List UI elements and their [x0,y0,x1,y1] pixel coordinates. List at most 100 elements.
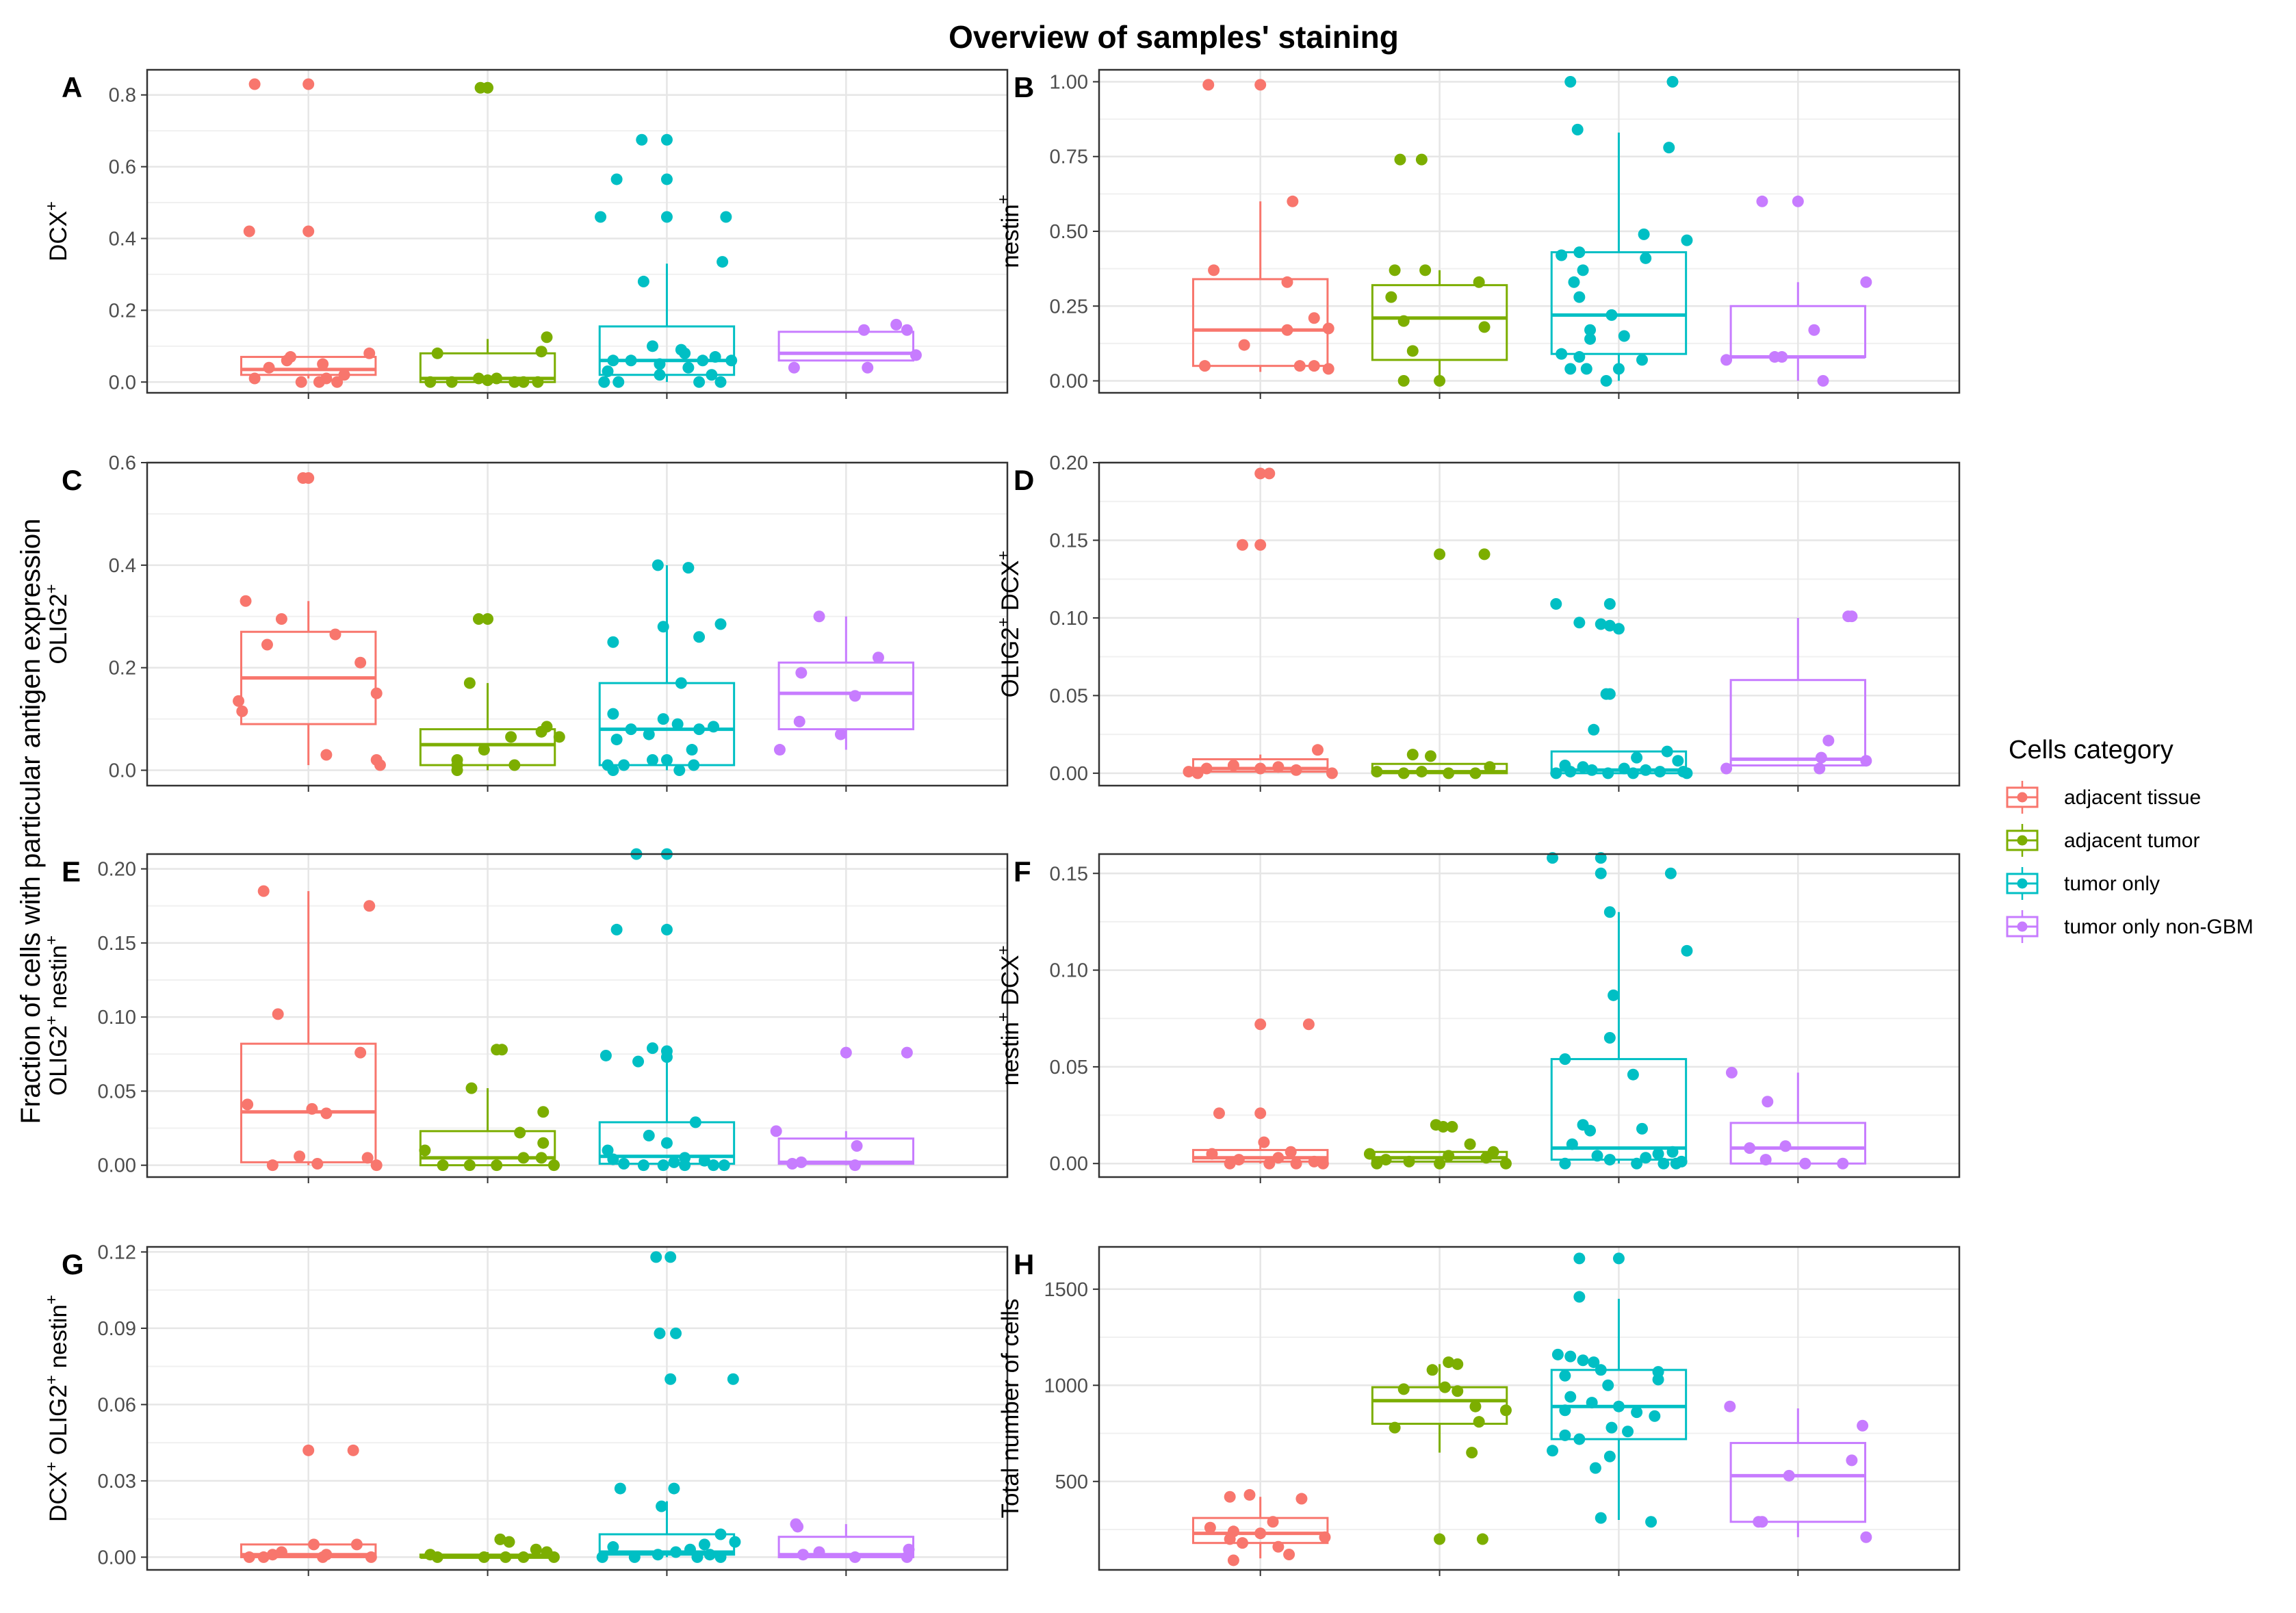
data-point [1577,1354,1589,1367]
data-point [607,1153,619,1165]
data-point [1478,321,1491,333]
box-iqr [598,325,736,376]
data-point [1822,734,1835,747]
data-point [1206,1148,1218,1160]
boxplot-tumor-only [1550,598,1693,779]
panel-border [1098,461,1961,787]
data-point [1591,1150,1603,1162]
data-point [1308,360,1320,372]
box-iqr [1550,750,1688,775]
data-point [363,347,376,359]
panel-letter: D [1014,464,1034,496]
boxplot-adjacent-tissue [233,472,386,771]
boxplot-tumor-only-non-gbm [770,1046,915,1172]
data-point [243,1551,255,1563]
data-point [1602,767,1614,779]
data-point [1603,598,1616,610]
data-point [1213,1107,1225,1120]
data-point [637,275,649,287]
legend-key-point [2017,921,2028,932]
panel-background [1099,463,1959,786]
data-point [1254,1107,1267,1120]
y-tick-label: 0.00 [1050,371,1088,393]
data-point [668,1482,680,1495]
data-point [1204,1521,1216,1534]
data-point [1371,1157,1383,1170]
y-tick-label: 0.05 [1050,685,1088,707]
data-point [625,723,637,736]
boxplot-adjacent-tissue [240,78,377,388]
data-point [1227,760,1239,771]
data-point [1725,1066,1738,1079]
data-point [320,749,333,761]
data-point [1559,1157,1571,1170]
data-point [1779,1140,1792,1152]
data-point [795,667,808,679]
panel-letter: F [1014,855,1031,888]
data-point [535,346,547,358]
data-point [1573,351,1586,363]
data-point [505,731,517,743]
data-point [1283,1549,1295,1561]
data-point [1756,1516,1768,1528]
data-point [1627,1068,1639,1081]
data-point [306,1102,318,1115]
data-point [302,1444,315,1456]
data-point [660,754,673,766]
data-point [1272,761,1285,773]
data-point [248,78,261,90]
y-tick-label: 0.10 [98,1007,136,1029]
y-axis-label: OLIG2+​ DCX+​ [994,551,1024,698]
data-point [1227,1554,1239,1566]
data-point [1808,324,1820,336]
data-point [636,133,648,146]
data-point [725,354,738,367]
data-point [1720,762,1733,775]
data-point [729,1536,741,1548]
data-point [1556,249,1568,261]
data-point [1254,762,1267,775]
data-point [1281,324,1293,336]
boxplot-adjacent-tumor [419,81,556,388]
data-point [1595,852,1607,864]
box-iqr [777,331,915,362]
data-point [1224,1533,1236,1545]
data-point [1618,762,1630,775]
data-point [607,764,619,777]
data-point [1469,767,1482,779]
data-point [1385,291,1397,303]
data-point [508,759,521,771]
data-point [849,690,861,702]
data-point [1612,363,1625,375]
box-iqr [1371,284,1508,361]
y-tick-label: 0.05 [98,1081,136,1102]
data-point [1415,766,1428,778]
box-iqr [1729,679,1867,767]
box-iqr [1550,1369,1688,1441]
boxplot-adjacent-tissue [240,885,383,1172]
data-point [657,621,669,633]
data-point [311,1158,324,1170]
data-point [535,1152,547,1164]
data-point [1434,1533,1446,1545]
data-point [1452,1385,1464,1397]
data-point [682,562,695,574]
data-point [1272,1152,1285,1164]
data-point [1237,539,1248,551]
data-point [720,211,732,223]
data-point [1267,1516,1279,1528]
boxplot-tumor-only [1550,75,1693,387]
data-point [1586,1397,1598,1409]
data-point [1559,1369,1571,1382]
data-point [500,1551,512,1563]
boxplot-tumor-only-non-gbm [777,1518,915,1563]
data-point [618,759,630,771]
data-point [1254,467,1267,480]
data-point [901,1046,913,1059]
data-point [1612,623,1625,635]
data-point [1605,309,1618,321]
data-point [813,1546,825,1558]
panel-e: 0.00 0.05 0.10 0.15 0.20 E OLIG2+​ nestin+​ [42,848,1009,1183]
data-point [329,628,341,641]
data-point [689,1116,701,1128]
